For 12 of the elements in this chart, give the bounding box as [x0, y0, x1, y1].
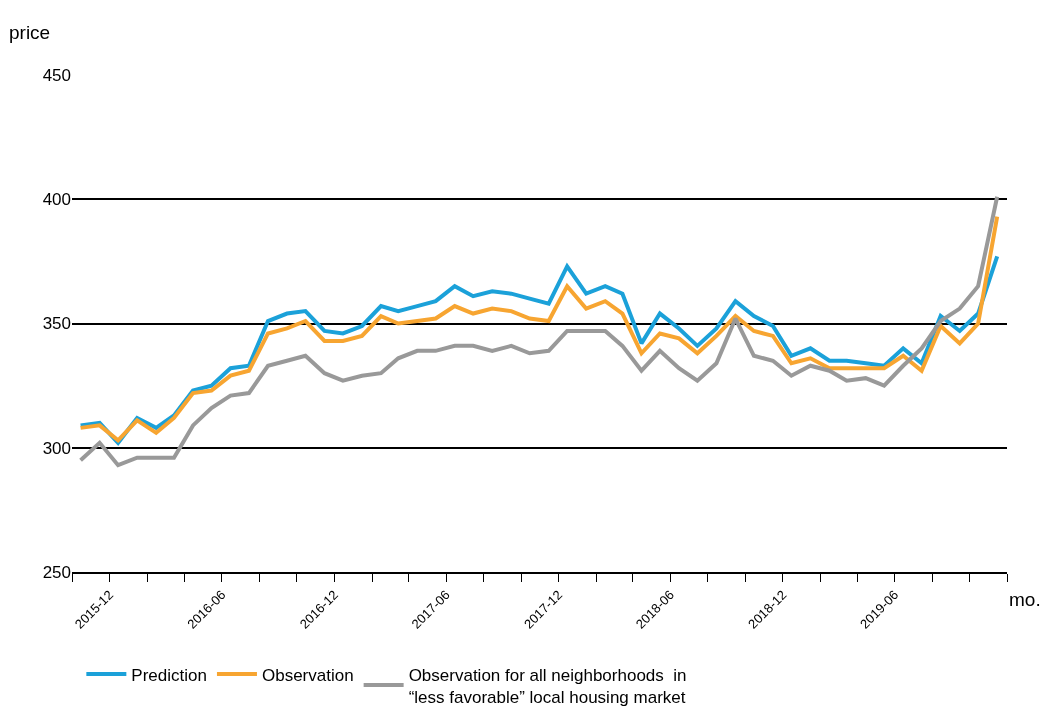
legend-label: Observation for all neighborhoods in “less favorable” local housing market — [408, 665, 687, 707]
line-series — [78, 214, 1000, 443]
legend-label: Prediction — [131, 665, 207, 685]
line-series — [78, 194, 1000, 468]
y-tick-label: 250 — [42, 562, 71, 582]
x-axis-title: mo. — [1009, 589, 1041, 610]
y-tick-label: 450 — [42, 65, 71, 85]
y-tick-label: 400 — [42, 190, 71, 210]
y-axis-title: price — [9, 22, 51, 43]
legend-label: Observation — [261, 665, 354, 685]
y-tick-label: 300 — [42, 438, 71, 458]
y-tick-label: 350 — [42, 314, 71, 334]
